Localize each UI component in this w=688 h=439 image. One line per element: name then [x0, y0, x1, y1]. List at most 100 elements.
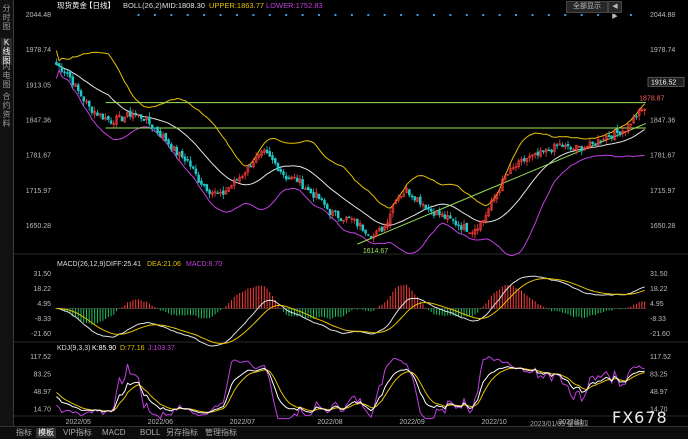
price-tick-right: 1978.74 [650, 47, 675, 54]
sidebar-item-flash-chart[interactable]: 闪电图 [2, 62, 11, 89]
candle-body [591, 141, 594, 144]
tab-macd[interactable]: MACD [102, 428, 126, 437]
candle-body [585, 146, 589, 149]
price-tick-right: 2044.88 [650, 12, 675, 19]
candle-body [279, 169, 282, 172]
candle-body [304, 188, 307, 190]
candle-body [63, 71, 66, 74]
tab-indicator[interactable]: 指标 [16, 428, 32, 437]
candle-body [208, 189, 211, 195]
signal-dot [400, 14, 403, 16]
candle-body [506, 174, 510, 176]
candle-body [547, 149, 551, 152]
candle-body [268, 151, 272, 157]
macd-title: MACD(26,12,9) [57, 261, 106, 268]
candle-body [202, 183, 206, 186]
candle-body [509, 168, 512, 175]
candle-body [189, 160, 192, 167]
candle-body [375, 230, 378, 237]
candle-body [399, 196, 403, 198]
candle-body [287, 177, 291, 179]
candle-body [457, 224, 460, 227]
candle-body [405, 187, 408, 193]
candle-body [131, 113, 135, 119]
candle-body [222, 190, 225, 195]
candle-body [443, 214, 447, 219]
candle-body [566, 143, 570, 147]
candle-body [126, 111, 129, 117]
price-tick-right: 1847.36 [650, 117, 675, 124]
candle-body [479, 221, 482, 231]
signal-dot [515, 14, 518, 16]
candle-body [263, 149, 266, 153]
signal-dot [170, 14, 173, 16]
candle-body [101, 113, 105, 120]
tab-template[interactable]: 模板 [36, 428, 56, 438]
panel-headers: 现货黄金 【日线】 BOLL(26,2) MID:1808.30 UPPER:1… [57, 0, 323, 352]
candle-body [476, 228, 479, 231]
candle-body [309, 188, 313, 194]
candle-body [533, 152, 537, 156]
price-tick-left: 1715.97 [26, 188, 51, 195]
candle-body [345, 216, 348, 221]
show-all-button[interactable]: 全部显示 [566, 1, 608, 13]
candle-body [109, 120, 113, 124]
boll-lower-value: LOWER:1752.83 [266, 1, 323, 10]
low-price-label: 1614.67 [363, 248, 388, 255]
candle-body [150, 124, 154, 129]
candle-body [180, 151, 184, 158]
candle-body [605, 135, 608, 140]
candle-body [167, 139, 170, 145]
candle-body [490, 200, 493, 211]
signal-dot [629, 14, 632, 16]
candle-body [96, 112, 99, 116]
sidebar-item-kline-chart[interactable]: K线图 [1, 38, 12, 65]
tab-manage-indicator[interactable]: 管理指标 [205, 428, 237, 437]
sidebar-item-minute-chart[interactable]: 分时图 [2, 4, 11, 31]
candle-body [205, 184, 209, 192]
candle-body [175, 146, 179, 156]
candle-body [377, 228, 381, 231]
candle-body [172, 146, 176, 151]
high-price-label: 1878.87 [639, 96, 664, 103]
candle-body [60, 66, 64, 72]
candle-body [599, 140, 603, 143]
x-tick-label: 2022/05 [66, 419, 91, 426]
candle-body [282, 171, 285, 176]
signal-dot [268, 14, 271, 16]
signal-dot [597, 14, 600, 16]
price-tick-right: 1781.67 [650, 153, 675, 160]
signal-dot [367, 14, 370, 16]
signal-dot [301, 14, 304, 16]
candle-body [246, 165, 250, 173]
sidebar-item-contract-info[interactable]: 合约资料 [2, 92, 11, 128]
grid-layer [14, 14, 688, 417]
candle-body [306, 186, 310, 191]
boll-mid-value: MID:1808.30 [162, 1, 205, 10]
candle-body [413, 196, 417, 201]
tab-save-indicator[interactable]: 另存指标 [166, 428, 198, 437]
instrument-name: 现货黄金 [57, 0, 87, 10]
candle-body [637, 109, 641, 116]
tab-vip-indicator[interactable]: VIP指标 [63, 428, 92, 437]
candle-body [153, 127, 157, 129]
kdj-tick-left: 117.52 [30, 354, 51, 361]
candle-body [293, 176, 296, 179]
candle-body [227, 187, 231, 192]
nav-arrows-button[interactable]: ◀ ▶ [608, 1, 622, 20]
tab-boll[interactable]: BOLL [140, 428, 161, 437]
x-tick-label: 2022/09 [399, 419, 424, 426]
candle-body [90, 106, 94, 113]
candle-body [284, 175, 288, 180]
price-tick-left: 1781.67 [26, 153, 51, 160]
candle-body [79, 90, 83, 97]
price-tick-right: 1650.28 [650, 223, 675, 230]
candle-body [610, 135, 614, 139]
macd-diff-line [56, 275, 645, 347]
candle-body [170, 143, 173, 150]
candle-body [320, 198, 324, 200]
candle-body [159, 130, 162, 138]
candle-body [137, 113, 140, 116]
macd-tick-left: 31.50 [33, 271, 51, 278]
candle-body [522, 158, 526, 162]
